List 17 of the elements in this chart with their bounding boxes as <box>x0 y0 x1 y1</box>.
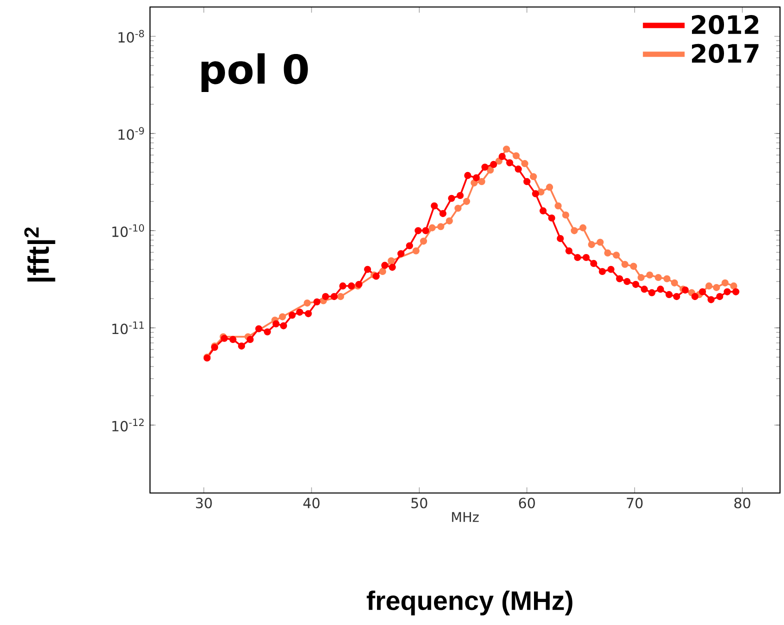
x-tick-label: 50 <box>411 498 428 508</box>
y-tick-label: 10$^{-8}$ <box>118 30 144 43</box>
x-axis-title: MHz <box>452 512 479 522</box>
y-axis-title: |fft|$^{2}$ <box>24 227 56 282</box>
y-tick-label: 10$^{-12}$ <box>112 418 144 432</box>
x-tick-label: 30 <box>196 498 212 508</box>
y-tick-label: 10$^{-10}$ <box>112 224 144 238</box>
legend-label: 2017 <box>692 44 758 64</box>
y-tick-label: 10$^{-11}$ <box>112 322 144 334</box>
x-tick-label: 40 <box>303 498 320 508</box>
legend-label: 2012 <box>692 15 758 34</box>
y-tick-label: 10$^{-9}$ <box>118 127 144 140</box>
x-tick-label: 70 <box>626 498 643 508</box>
text: frequency (MHz) <box>366 590 572 616</box>
x-tick-label: 80 <box>734 498 750 508</box>
x-tick-label: 60 <box>519 498 535 508</box>
annotation: pol 0 <box>202 53 308 92</box>
